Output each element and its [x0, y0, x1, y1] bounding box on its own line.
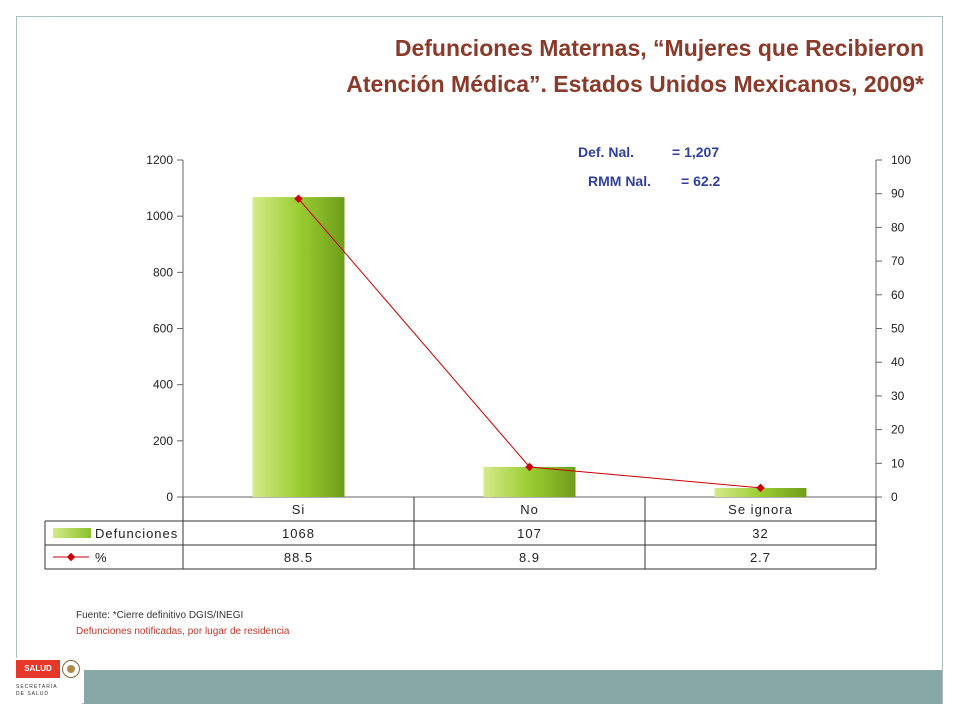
bar-si — [252, 197, 345, 497]
right-tick-label: 100 — [891, 153, 911, 167]
def-nal-label: Def. Nal. — [578, 144, 635, 160]
coat-of-arms-icon — [62, 660, 80, 678]
category-label: Si — [292, 502, 306, 517]
table-cell: 2.7 — [750, 550, 771, 565]
left-tick-label: 400 — [153, 378, 173, 392]
logo-line-2: DE SALUD — [16, 691, 50, 697]
footer-band — [84, 670, 942, 704]
bar-se-ignora — [714, 488, 807, 497]
right-tick-label: 40 — [891, 355, 905, 369]
left-tick-label: 800 — [153, 265, 173, 279]
percent-line — [298, 198, 761, 489]
right-tick-label: 0 — [891, 490, 898, 504]
right-tick-label: 50 — [891, 322, 905, 336]
residence-note: Defunciones notificadas, por lugar de re… — [76, 626, 290, 637]
right-tick-label: 70 — [891, 254, 905, 268]
def-nal-value: = 1,207 — [672, 144, 720, 160]
right-tick-label: 60 — [891, 288, 905, 302]
right-tick-label: 20 — [891, 423, 905, 437]
table-cell: 88.5 — [284, 550, 313, 565]
table-cell: 8.9 — [519, 550, 540, 565]
table-cell: 1068 — [282, 526, 315, 541]
logo-line-1: SECRETARÍA — [16, 684, 58, 690]
table-cell: 32 — [752, 526, 768, 541]
left-tick-label: 600 — [153, 322, 173, 336]
chart-area: 0 200 400 600 800 1000 1200 0 10 20 30 40 50 60 70 80 90… — [44, 153, 911, 570]
rmm-nal-label: RMM Nal. — [588, 173, 651, 189]
bar-no — [483, 466, 576, 497]
percent-point — [756, 483, 765, 493]
right-tick-label: 30 — [891, 389, 905, 403]
category-label: No — [520, 502, 539, 517]
percent-point — [525, 462, 534, 472]
salud-logo: SALUD — [16, 660, 60, 678]
rmm-nal-value: = 62.2 — [681, 173, 721, 189]
title-line-1: Defunciones Maternas, “Mujeres que Recib… — [394, 35, 924, 61]
right-tick-label: 10 — [891, 456, 905, 470]
right-tick-label: 90 — [891, 187, 905, 201]
title-line-2: Atención Médica”. Estados Unidos Mexican… — [346, 71, 924, 97]
category-label: Se ignora — [728, 502, 793, 517]
left-tick-label: 200 — [153, 434, 173, 448]
left-tick-label: 0 — [166, 490, 173, 504]
percent-point — [294, 194, 303, 203]
left-tick-label: 1000 — [146, 209, 173, 223]
left-tick-label: 1200 — [146, 153, 173, 167]
source-note: Fuente: *Cierre definitivo DGIS/INEGI — [76, 610, 244, 621]
chart-title: Defunciones Maternas, “Mujeres que Recib… — [224, 30, 924, 102]
legend-swatch-defunciones — [53, 528, 91, 538]
row-label: Defunciones — [95, 526, 178, 541]
legend-marker-percent — [66, 552, 76, 562]
table-cell: 107 — [517, 526, 542, 541]
right-tick-label: 80 — [891, 220, 905, 234]
row-label: % — [95, 550, 108, 565]
